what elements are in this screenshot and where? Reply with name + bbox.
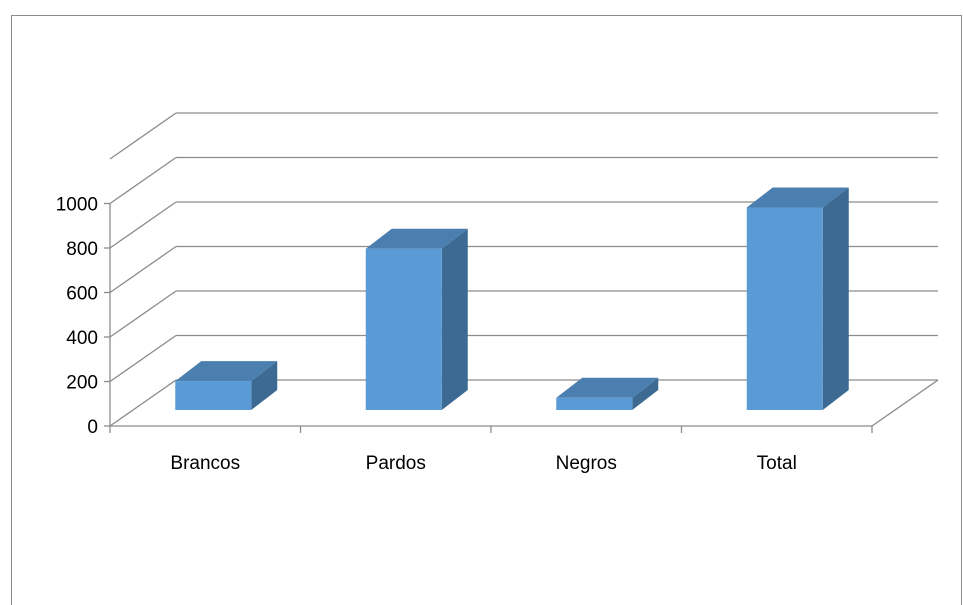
bar	[746, 187, 849, 410]
y-tick-label: 200	[66, 373, 98, 394]
bar-side	[441, 228, 468, 410]
x-tick-label: Brancos	[170, 453, 240, 474]
axes	[104, 202, 939, 433]
y-tick-label: 0	[87, 417, 98, 438]
bar	[365, 228, 468, 410]
bar-top	[365, 228, 468, 249]
bar-side	[251, 361, 278, 410]
y-tick-label: 600	[66, 284, 98, 305]
gridline-diagonal	[109, 379, 177, 427]
gridlines	[109, 112, 938, 427]
y-tick-label: 1000	[56, 195, 98, 216]
gridline-diagonal	[109, 201, 177, 249]
bar-front	[746, 207, 823, 410]
y-tick-label: 400	[66, 328, 98, 349]
bar	[175, 361, 278, 410]
bar	[556, 377, 659, 410]
bars	[175, 187, 849, 410]
bar-front	[556, 397, 633, 410]
labels: 0 200 400 600 800 1000 Brancos Pardos Negros Tota…	[56, 195, 797, 475]
bar-top	[556, 377, 659, 398]
gridline-diagonal	[109, 334, 177, 383]
bar-top	[175, 361, 278, 382]
bar-top	[746, 187, 849, 208]
gridline-diagonal	[109, 245, 177, 294]
floor-right-edge	[871, 379, 939, 427]
gridline-diagonal	[109, 290, 177, 338]
bar-front	[365, 248, 442, 410]
x-tick-label: Total	[757, 453, 797, 474]
gridline-diagonal	[109, 156, 177, 205]
gridline-diagonal	[109, 112, 177, 160]
x-tick-label: Pardos	[366, 453, 426, 474]
bar-front	[175, 381, 252, 410]
bar-chart: 0 200 400 600 800 1000 Brancos Pardos Negros Tota…	[56, 112, 939, 475]
bar-side	[822, 187, 849, 410]
y-tick-label: 800	[66, 239, 98, 260]
bar-side	[632, 377, 659, 410]
x-tick-label: Negros	[556, 453, 617, 474]
chart-frame	[11, 15, 962, 605]
